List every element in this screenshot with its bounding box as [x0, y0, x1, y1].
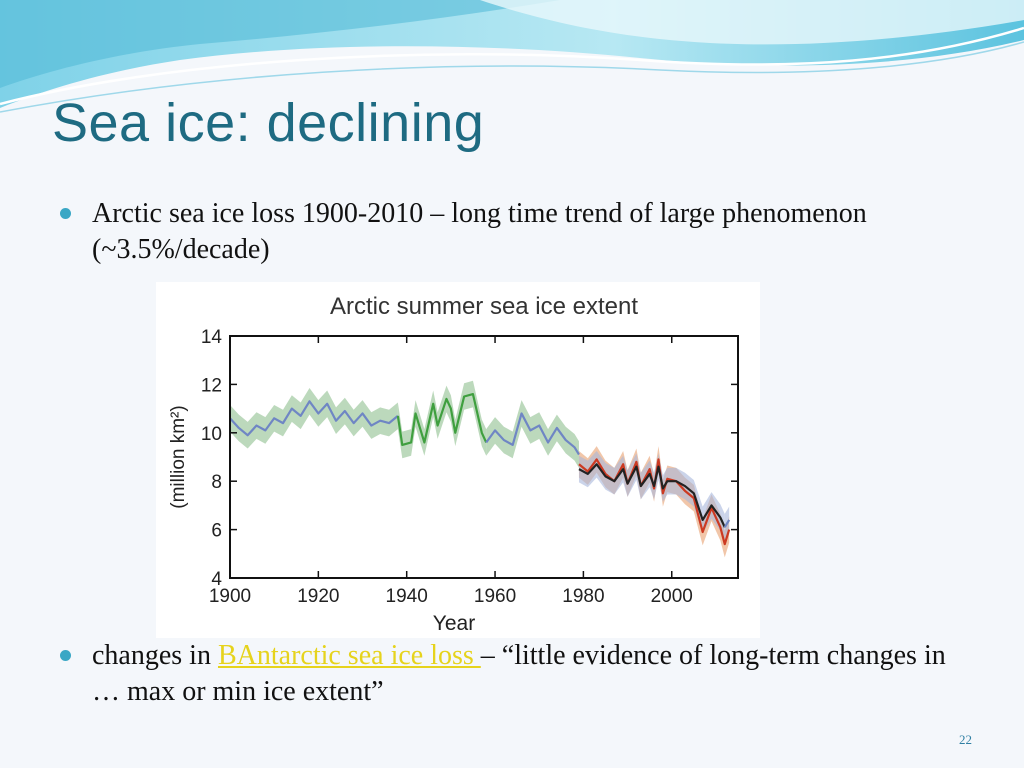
series-line-5	[723, 519, 731, 528]
y-tick-label: 6	[211, 521, 222, 542]
chart-title: Arctic summer sea ice extent	[330, 293, 638, 320]
x-tick-label: 1980	[562, 586, 604, 607]
bullet-arctic-loss: Arctic sea ice loss 1900-2010 – long tim…	[60, 196, 940, 268]
y-tick-label: 8	[211, 472, 222, 493]
x-axis-label: Year	[433, 612, 475, 635]
y-tick-label: 4	[211, 569, 222, 590]
bullet-antarctic-changes: changes in BAntarctic sea ice loss – “li…	[60, 638, 980, 710]
series-band-1	[397, 380, 487, 459]
x-tick-label: 1900	[209, 586, 251, 607]
page-number: 22	[959, 732, 972, 747]
series-band-4	[578, 450, 725, 541]
bullet-text: Arctic sea ice loss 1900-2010 – long tim…	[92, 198, 867, 265]
bullet-dot-icon	[60, 208, 71, 219]
series-band-0	[230, 388, 398, 449]
bullet-suffix: – “little evidence of long-term changes …	[92, 640, 946, 707]
antarctic-sea-ice-link[interactable]: BAntarctic sea ice loss	[217, 640, 481, 671]
slide-title: Sea ice: declining	[52, 93, 485, 153]
y-tick-label: 10	[201, 424, 222, 445]
x-tick-label: 2000	[651, 586, 693, 607]
bullet-text: changes in BAntarctic sea ice loss – “li…	[92, 638, 980, 710]
y-axis-label: (million km²)	[168, 405, 189, 508]
series-band-2	[486, 400, 579, 468]
x-tick-label: 1960	[474, 586, 516, 607]
series-line-0	[229, 400, 399, 437]
header-wave-decoration	[0, 0, 1024, 113]
arctic-sea-ice-chart: Arctic summer sea ice extent 1900 1920 1940…	[168, 293, 739, 635]
y-tick-label: 12	[201, 375, 222, 396]
y-tick-label: 14	[201, 327, 223, 348]
series-line-4	[578, 463, 726, 528]
chart-panel: Arctic summer sea ice extent 1900 1920 1940…	[156, 282, 760, 638]
x-tick-label: 1920	[297, 586, 339, 607]
bullet-prefix: changes in	[92, 640, 218, 671]
series-line-2	[485, 412, 580, 456]
series-line-1	[396, 392, 488, 446]
bullet-dot-icon	[60, 650, 71, 661]
plot-frame	[229, 335, 739, 579]
x-tick-label: 1940	[386, 586, 428, 607]
